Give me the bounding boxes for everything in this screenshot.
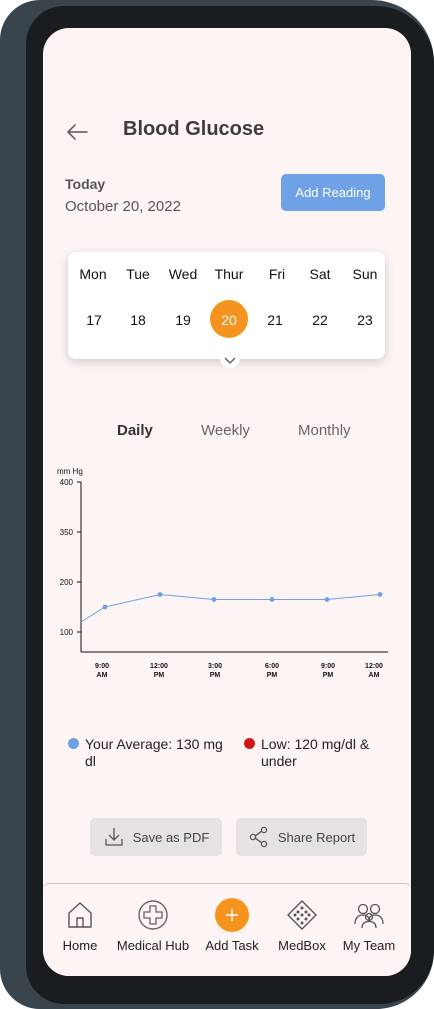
x-tick-label: 9:00 PM xyxy=(321,663,335,679)
home-icon xyxy=(68,902,92,928)
x-tick-label: 12:00 PM xyxy=(150,663,168,679)
data-point xyxy=(269,597,275,602)
download-icon xyxy=(105,828,123,846)
save-as-pdf-label: Save as PDF xyxy=(132,829,210,845)
nav-medical-hub-label: Medical Hub xyxy=(116,938,190,953)
tab-daily[interactable]: Daily xyxy=(117,422,153,439)
add-icon xyxy=(215,898,249,932)
data-point xyxy=(377,592,383,597)
calendar-date-20[interactable]: 20 xyxy=(221,312,237,328)
week-calendar: Mon Tue Wed Thur Fri Sat Sun 17 18 19 20… xyxy=(68,252,385,368)
chevron-down-icon xyxy=(224,357,236,364)
y-tick-label: 100 xyxy=(60,628,74,637)
average-legend-label: Your Average: 130 mg dl xyxy=(85,736,223,769)
calendar-day-tue: Tue xyxy=(126,266,150,282)
calendar-day-sun: Sun xyxy=(352,266,378,282)
medical-cross-icon xyxy=(138,900,168,930)
nav-medbox[interactable]: MedBox xyxy=(257,898,347,953)
calendar-expand-tab[interactable] xyxy=(220,354,240,368)
app-screen: Blood Glucose Today October 20, 2022 Add… xyxy=(43,28,411,976)
nav-add-task-label: Add Task xyxy=(205,938,259,953)
save-as-pdf-button[interactable]: Save as PDF xyxy=(90,818,222,856)
x-tick-label: 6:00 PM xyxy=(265,663,279,679)
y-axis-label: mm Hg xyxy=(57,467,83,476)
data-point xyxy=(324,597,330,602)
calendar-date-19[interactable]: 19 xyxy=(175,312,191,328)
calendar-day-wed: Wed xyxy=(168,266,198,282)
calendar-day-fri: Fri xyxy=(268,266,286,282)
share-icon xyxy=(249,826,268,848)
series-line xyxy=(80,593,381,623)
y-tick-label: 400 xyxy=(60,478,74,487)
x-tick-label: 9:00 AM xyxy=(95,663,109,679)
average-legend-dot xyxy=(68,738,79,749)
data-point xyxy=(157,592,163,597)
nav-home[interactable]: Home xyxy=(43,898,125,953)
calendar-day-mon: Mon xyxy=(79,266,107,282)
calendar-date-22[interactable]: 22 xyxy=(312,312,328,328)
x-tick-label: 12:00 AM xyxy=(365,663,383,679)
y-tick-label: 350 xyxy=(60,528,74,537)
nav-home-label: Home xyxy=(62,938,98,953)
x-tick-label: 3:00 PM xyxy=(208,663,222,679)
nav-medical-hub[interactable]: Medical Hub xyxy=(108,898,198,953)
back-arrow-icon[interactable] xyxy=(65,120,89,144)
team-icon xyxy=(354,903,384,929)
selected-date-highlight xyxy=(210,300,248,338)
nav-my-team[interactable]: My Team xyxy=(324,898,411,953)
calendar-day-sat: Sat xyxy=(309,266,331,282)
glucose-line-chart: mm Hg 400 350 200 100 9:00 AM 12:00 PM 3:00 PM 6:00… xyxy=(57,467,388,679)
nav-add-task[interactable]: Add Task xyxy=(187,898,277,953)
calendar-date-18[interactable]: 18 xyxy=(130,312,146,328)
tab-monthly[interactable]: Monthly xyxy=(298,422,351,439)
calendar-date-23[interactable]: 23 xyxy=(357,312,373,328)
share-report-label: Share Report xyxy=(277,829,356,845)
bottom-navigation: Home Medical Hub Add Task xyxy=(43,883,411,976)
low-legend-dot xyxy=(244,738,255,749)
today-label: Today xyxy=(65,176,106,192)
low-legend-label: Low: 120 mg/dl & under xyxy=(261,736,370,769)
y-tick-label: 200 xyxy=(60,578,74,587)
pill-pack-icon xyxy=(287,900,317,930)
share-report-button[interactable]: Share Report xyxy=(236,818,367,856)
nav-medbox-label: MedBox xyxy=(278,938,326,953)
data-point xyxy=(211,597,217,602)
page-title: Blood Glucose xyxy=(123,118,265,140)
calendar-date-17[interactable]: 17 xyxy=(86,312,102,328)
data-point xyxy=(102,604,108,610)
today-date: October 20, 2022 xyxy=(65,198,181,215)
nav-my-team-label: My Team xyxy=(342,938,396,953)
calendar-date-21[interactable]: 21 xyxy=(267,312,283,328)
calendar-day-thur: Thur xyxy=(214,266,244,282)
add-reading-button[interactable]: Add Reading xyxy=(281,174,385,211)
tab-weekly[interactable]: Weekly xyxy=(201,422,250,439)
